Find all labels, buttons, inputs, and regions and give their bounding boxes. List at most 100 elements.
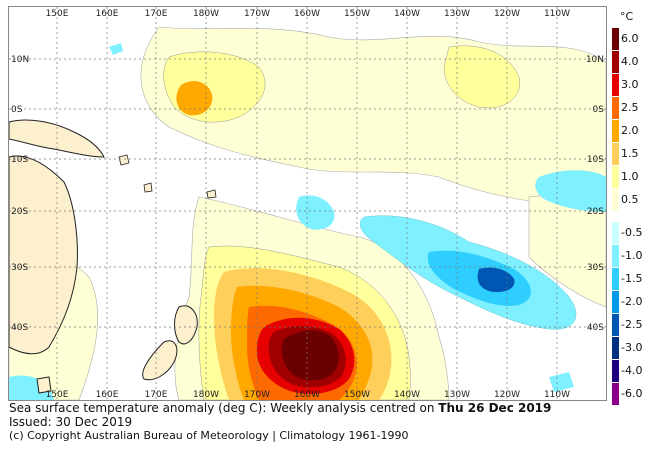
lat-label-right: 10S — [587, 155, 604, 165]
legend-item: -1.0 — [611, 245, 649, 267]
legend-label: 2.0 — [621, 124, 639, 137]
legend-swatch — [612, 360, 619, 382]
legend-label: -2.0 — [621, 295, 643, 308]
caption-title: Sea surface temperature anomaly (deg C):… — [9, 401, 439, 415]
legend-swatch — [612, 337, 619, 359]
legend-label: -1.0 — [621, 249, 643, 262]
lon-label-bottom: 170E — [145, 390, 168, 400]
legend-item: 4.0 — [611, 51, 649, 73]
caption-date: Thu 26 Dec 2019 — [438, 401, 552, 415]
lon-label-bottom: 120W — [494, 390, 520, 400]
legend-swatch — [612, 314, 619, 336]
legend-label: 0.5 — [621, 193, 639, 206]
legend-item: 2.5 — [611, 97, 649, 119]
lon-label-bottom: 180W — [193, 390, 219, 400]
lon-label-bottom: 150W — [344, 390, 370, 400]
lat-label-left: 40S — [11, 323, 28, 333]
legend-label: -2.5 — [621, 318, 643, 331]
cool-anomaly — [9, 43, 606, 400]
lon-label-bottom: 170W — [244, 390, 270, 400]
caption: Sea surface temperature anomaly (deg C):… — [9, 401, 629, 443]
legend-item: 1.0 — [611, 166, 649, 188]
legend-item: 2.0 — [611, 120, 649, 142]
legend-label: -1.5 — [621, 272, 643, 285]
lon-label-bottom: 160W — [294, 390, 320, 400]
lon-label-top: 150E — [46, 9, 69, 19]
lon-label-top: 180W — [193, 9, 219, 19]
legend-swatch — [612, 28, 619, 50]
legend-item: -1.5 — [611, 268, 649, 290]
land-masses — [9, 119, 217, 394]
legend-item: -2.0 — [611, 291, 649, 313]
tick-labels: 150E 160E 170E 180W 170W 160W 150W 140W 130W 120W… — [11, 9, 604, 400]
lon-label-top: 140W — [394, 9, 420, 19]
warm-anomaly-core — [256, 317, 355, 394]
legend-item: -6.0 — [611, 383, 649, 405]
caption-copyright: (c) Copyright Australian Bureau of Meteo… — [9, 429, 409, 442]
lat-label-left: 20S — [11, 207, 28, 217]
lat-label-left: 30S — [11, 263, 28, 273]
legend-label: -3.0 — [621, 341, 643, 354]
legend-item: 3.0 — [611, 74, 649, 96]
legend-swatch — [612, 74, 619, 96]
legend-unit: °C — [620, 10, 634, 23]
lon-label-top: 160E — [96, 9, 119, 19]
australia — [9, 155, 78, 355]
legend-item: -3.0 — [611, 337, 649, 359]
legend-label: 3.0 — [621, 78, 639, 91]
legend-swatch — [612, 245, 619, 267]
legend-swatch — [612, 268, 619, 290]
legend-label: 6.0 — [621, 32, 639, 45]
new-guinea — [9, 119, 105, 158]
lon-label-top: 170E — [145, 9, 168, 19]
legend-swatch — [612, 383, 619, 405]
legend-item: -4.0 — [611, 360, 649, 382]
legend-item: -0.5 — [611, 222, 649, 244]
legend-label: 2.5 — [621, 101, 639, 114]
legend-label: -4.0 — [621, 364, 643, 377]
lon-label-bottom: 140W — [394, 390, 420, 400]
lat-label-right: 20S — [587, 207, 604, 217]
legend-swatch — [612, 51, 619, 73]
lon-label-bottom: 130W — [444, 390, 470, 400]
legend-swatch — [612, 222, 619, 244]
legend-swatch — [612, 189, 619, 211]
legend-item: -2.5 — [611, 314, 649, 336]
lon-label-top: 160W — [294, 9, 320, 19]
lat-label-right: 10N — [586, 55, 604, 65]
lat-label-right: 40S — [587, 323, 604, 333]
lon-label-bottom: 110W — [544, 390, 570, 400]
lat-label-left: 10N — [11, 55, 29, 65]
tasmania — [36, 376, 52, 394]
legend-item: 0.5 — [611, 189, 649, 211]
lon-label-top: 130W — [444, 9, 470, 19]
legend-label: 1.5 — [621, 147, 639, 160]
lon-label-bottom: 150E — [46, 390, 69, 400]
legend-label: -0.5 — [621, 226, 643, 239]
legend-swatch — [612, 120, 619, 142]
new-zealand-north — [174, 305, 198, 345]
lon-label-top: 110W — [544, 9, 570, 19]
legend-swatch — [612, 143, 619, 165]
lon-label-top: 150W — [344, 9, 370, 19]
legend-swatch — [612, 166, 619, 188]
caption-issued: Issued: 30 Dec 2019 — [9, 415, 133, 429]
legend-label: -6.0 — [621, 387, 643, 400]
lat-label-left: 10S — [11, 155, 28, 165]
lon-label-top: 170W — [244, 9, 270, 19]
legend-label: 4.0 — [621, 55, 639, 68]
lon-label-top: 120W — [494, 9, 520, 19]
lat-label-left: 0S — [11, 105, 23, 115]
new-zealand-south — [142, 340, 178, 381]
color-legend: °C 6.0 4.0 3.0 2.5 2.0 1.5 1.0 0.5 -0.5 -1.0 -1.5 -… — [611, 6, 649, 405]
lat-label-right: 30S — [587, 263, 604, 273]
legend-item: 1.5 — [611, 143, 649, 165]
legend-swatch — [612, 97, 619, 119]
sst-anomaly-map: 150E 160E 170E 180W 170W 160W 150W 140W 130W 120W… — [8, 6, 607, 401]
legend-item: 6.0 — [611, 28, 649, 50]
legend-label: 1.0 — [621, 170, 639, 183]
legend-swatch — [612, 291, 619, 313]
graticule — [9, 7, 606, 400]
lat-label-right: 0S — [593, 105, 605, 115]
lon-label-bottom: 160E — [96, 390, 119, 400]
